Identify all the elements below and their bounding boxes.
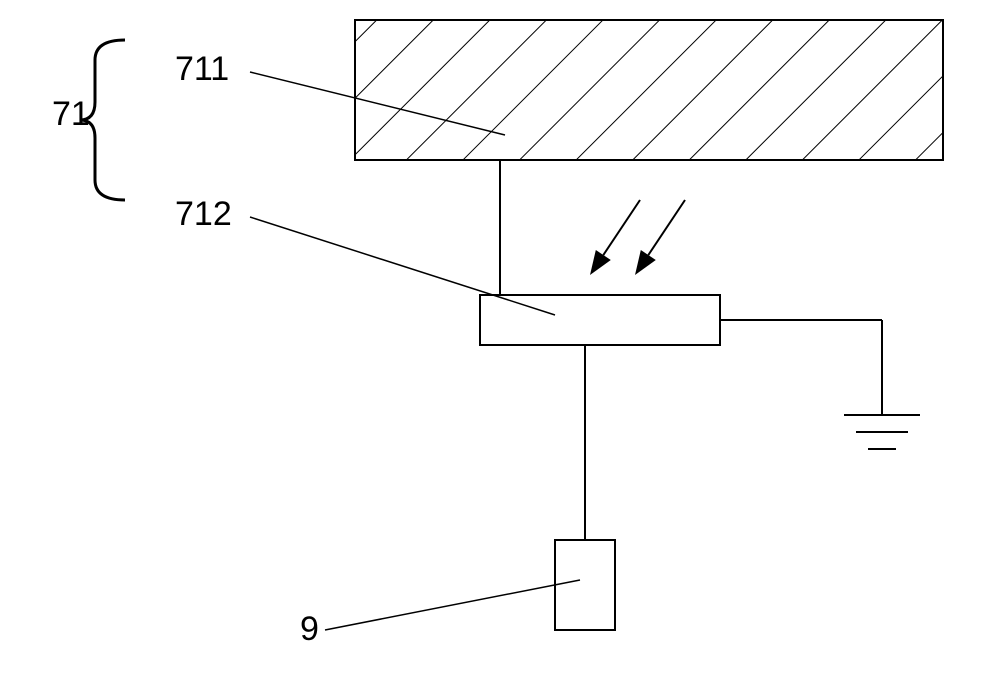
light-arrow-1-shaft [603,200,640,255]
light-arrow-2-head [635,250,656,275]
block-711 [355,20,943,160]
label-group: 71 [52,95,90,133]
label-bottom: 9 [300,610,319,648]
light-arrow-2-shaft [648,200,685,255]
block-9 [555,540,615,630]
leader-712 [250,217,555,315]
label-topBox: 711 [175,50,229,88]
light-arrow-1-head [590,250,611,275]
leader-9 [325,580,580,630]
label-midBox: 712 [175,195,232,233]
